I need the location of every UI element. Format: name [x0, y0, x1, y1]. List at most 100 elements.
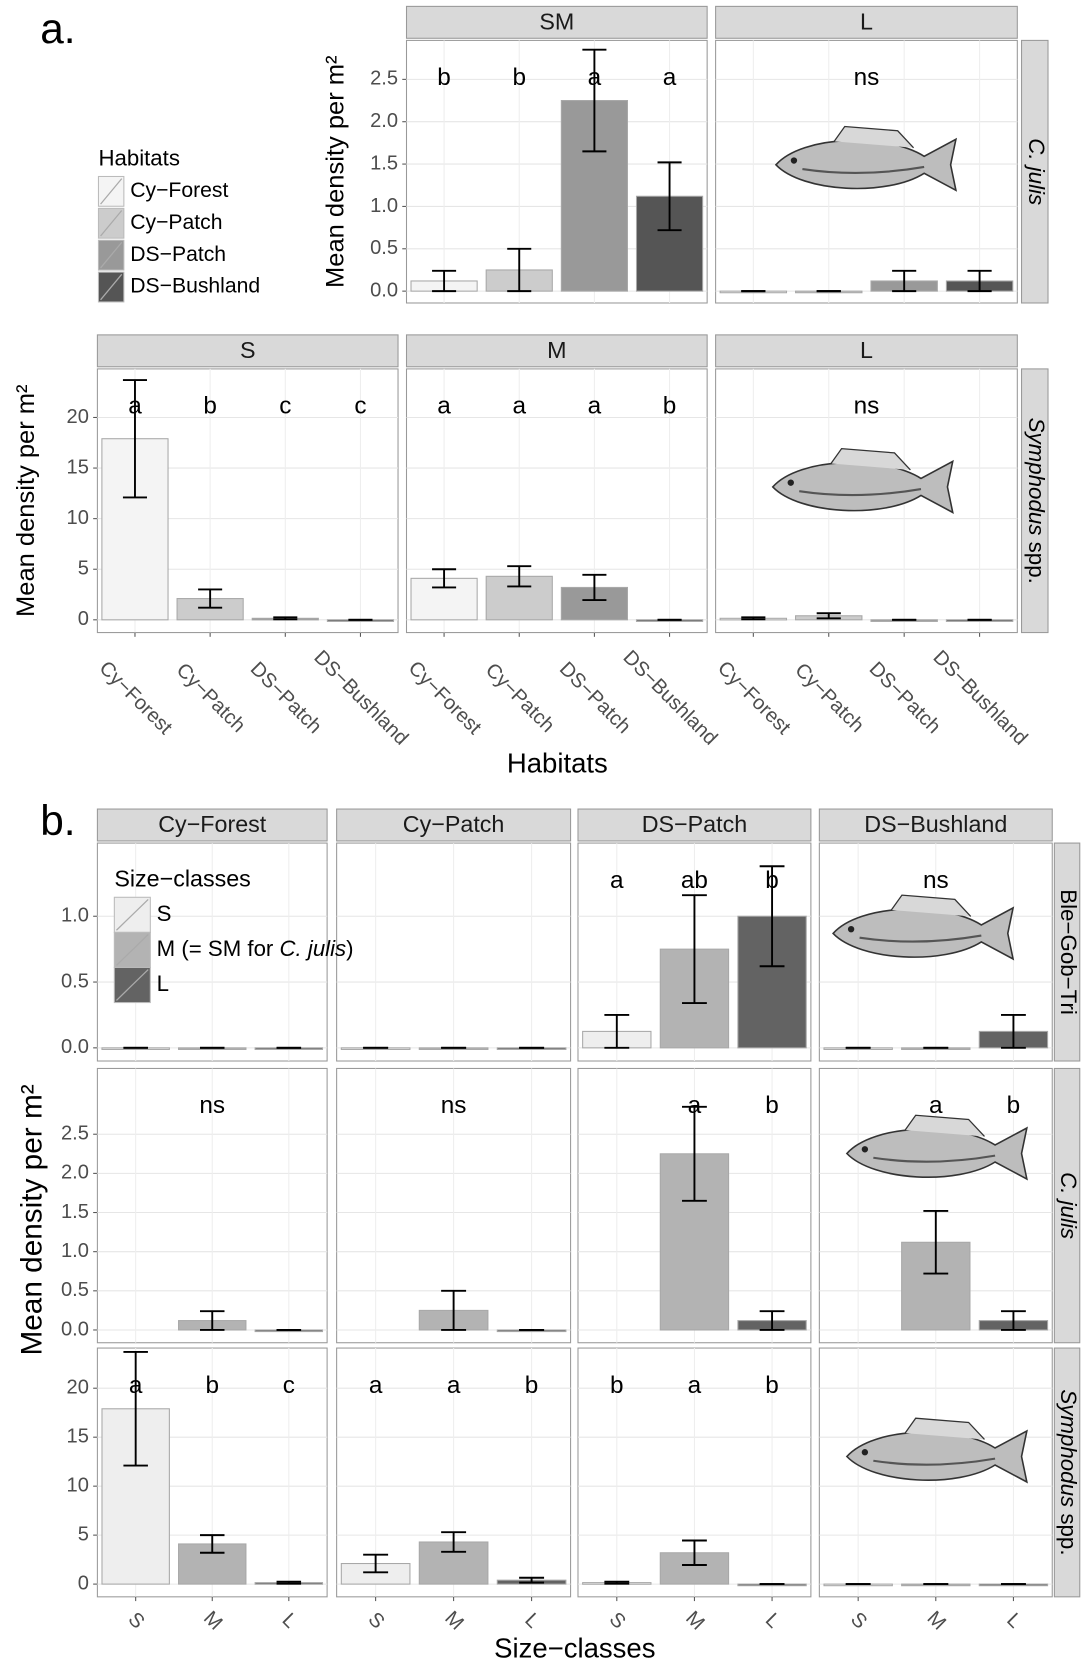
text-part: Symphodus: [1056, 1389, 1081, 1507]
error-bar: [441, 1289, 467, 1331]
significance-letter: c: [279, 393, 291, 420]
y-tick-label: 0.0: [61, 1036, 89, 1058]
facet-title: DS−Bushland: [864, 811, 1007, 837]
error-bar: [967, 269, 992, 293]
error-bar: [682, 1539, 707, 1566]
error-bar: [582, 573, 607, 602]
significance-letter: a: [929, 1092, 943, 1119]
significance-letter: a: [588, 393, 602, 420]
x-tick-label: M: [440, 1607, 467, 1634]
error-bar: [199, 1310, 225, 1331]
error-bar: [432, 269, 457, 293]
error-bar: [273, 616, 298, 621]
x-tick-label: L: [761, 1609, 784, 1633]
text-part: S: [157, 901, 172, 926]
x-tick-label: S: [124, 1608, 149, 1633]
legend-label: Cy−Patch: [130, 211, 222, 234]
error-bar: [276, 1580, 302, 1585]
fish-eye: [861, 1146, 869, 1153]
y-tick-label: 0: [78, 1572, 89, 1594]
row-strip: [1021, 39, 1049, 304]
annotation: ns: [923, 867, 949, 894]
significance-letter: a: [688, 1372, 702, 1399]
y-tick-label: 0.0: [370, 279, 398, 301]
fish-fin: [890, 894, 972, 917]
row-label: C. julis: [1056, 1172, 1081, 1239]
legend-label: S: [157, 901, 172, 926]
error-bar: [657, 161, 682, 232]
y-tick-label: 1.0: [61, 1240, 89, 1262]
fish-body: [832, 906, 1015, 961]
fish-body: [845, 1429, 1028, 1484]
y-tick-label: 2.0: [61, 1162, 89, 1184]
significance-letter: a: [610, 867, 624, 894]
text-part: C. julis: [1056, 1172, 1081, 1239]
fish-body: [845, 1126, 1028, 1181]
significance-letter: b: [205, 1372, 219, 1399]
row-strip: [1053, 1067, 1081, 1344]
text-part: spp.: [1056, 1507, 1081, 1555]
row-label: Symphodus spp.: [1056, 1389, 1081, 1555]
significance-letter: b: [765, 867, 779, 894]
facet-strip: [96, 334, 399, 368]
row-label: Ble−Gob−Tri: [1056, 889, 1081, 1015]
x-tick-label: Cy−Patch: [790, 659, 868, 737]
error-bar: [604, 1013, 630, 1049]
fish-illustration: [845, 1114, 1028, 1181]
y-tick-label: 5: [78, 1523, 89, 1545]
y-tick-label: 2.5: [370, 68, 398, 90]
y-axis-title: Mean density per m²: [16, 1084, 49, 1355]
y-tick-label: 0.5: [61, 970, 89, 992]
fish-illustration: [832, 894, 1015, 961]
significance-letter: b: [610, 1372, 624, 1399]
significance-letter: b: [203, 393, 217, 420]
legend-key-line: [100, 178, 123, 205]
facet-strip: [715, 5, 1018, 39]
legend-title: Habitats: [98, 145, 180, 170]
y-tick-label: 0.5: [370, 237, 398, 259]
legend-title: Size−classes: [114, 865, 251, 891]
error-bar: [604, 1580, 630, 1585]
x-tick-label: L: [1002, 1609, 1025, 1633]
error-bar: [199, 1534, 225, 1554]
fish-illustration: [845, 1417, 1028, 1484]
significance-letter: b: [512, 64, 526, 91]
x-tick-label: S: [364, 1608, 389, 1633]
y-tick-label: 15: [67, 1425, 89, 1447]
text-part: C. julis: [280, 936, 347, 961]
error-bar: [507, 565, 532, 588]
x-tick-label: M: [199, 1607, 226, 1634]
legend-key-line: [100, 210, 123, 237]
facet-title: L: [860, 337, 873, 363]
fish-illustration: [771, 447, 954, 514]
annotation: ns: [854, 393, 880, 420]
y-tick-label: 2.0: [370, 110, 398, 132]
fish-stripe: [802, 165, 925, 174]
text-part: C. julis: [1024, 138, 1049, 205]
error-bar: [741, 616, 766, 621]
y-axis-title: Mean density per m²: [321, 55, 349, 287]
legend-key-line: [116, 969, 149, 1001]
significance-letter: b: [525, 1372, 539, 1399]
fish-fin: [904, 1417, 985, 1440]
error-bar: [892, 269, 917, 293]
text-part: spp.: [1024, 535, 1049, 583]
error-bar: [363, 1553, 389, 1574]
facet-strip: [96, 808, 328, 842]
x-tick-label: Cy−Patch: [481, 659, 559, 737]
facet-title: M: [547, 337, 566, 363]
error-bar: [923, 1210, 949, 1275]
significance-letter: a: [688, 1092, 702, 1119]
row-strip: [1053, 1347, 1081, 1598]
x-axis-title: Habitats: [507, 748, 608, 779]
row-label: Symphodus spp.: [1024, 418, 1049, 584]
y-tick-label: 20: [67, 406, 89, 428]
y-tick-label: 0.5: [61, 1279, 89, 1301]
x-tick-label: S: [605, 1608, 630, 1633]
facet-strip: [336, 808, 572, 842]
y-tick-label: 2.5: [61, 1123, 89, 1145]
facet-title: DS−Patch: [642, 811, 747, 837]
y-tick-label: 1.0: [370, 195, 398, 217]
fish-stripe: [873, 1457, 996, 1466]
text-part: M (= SM for: [157, 936, 280, 961]
